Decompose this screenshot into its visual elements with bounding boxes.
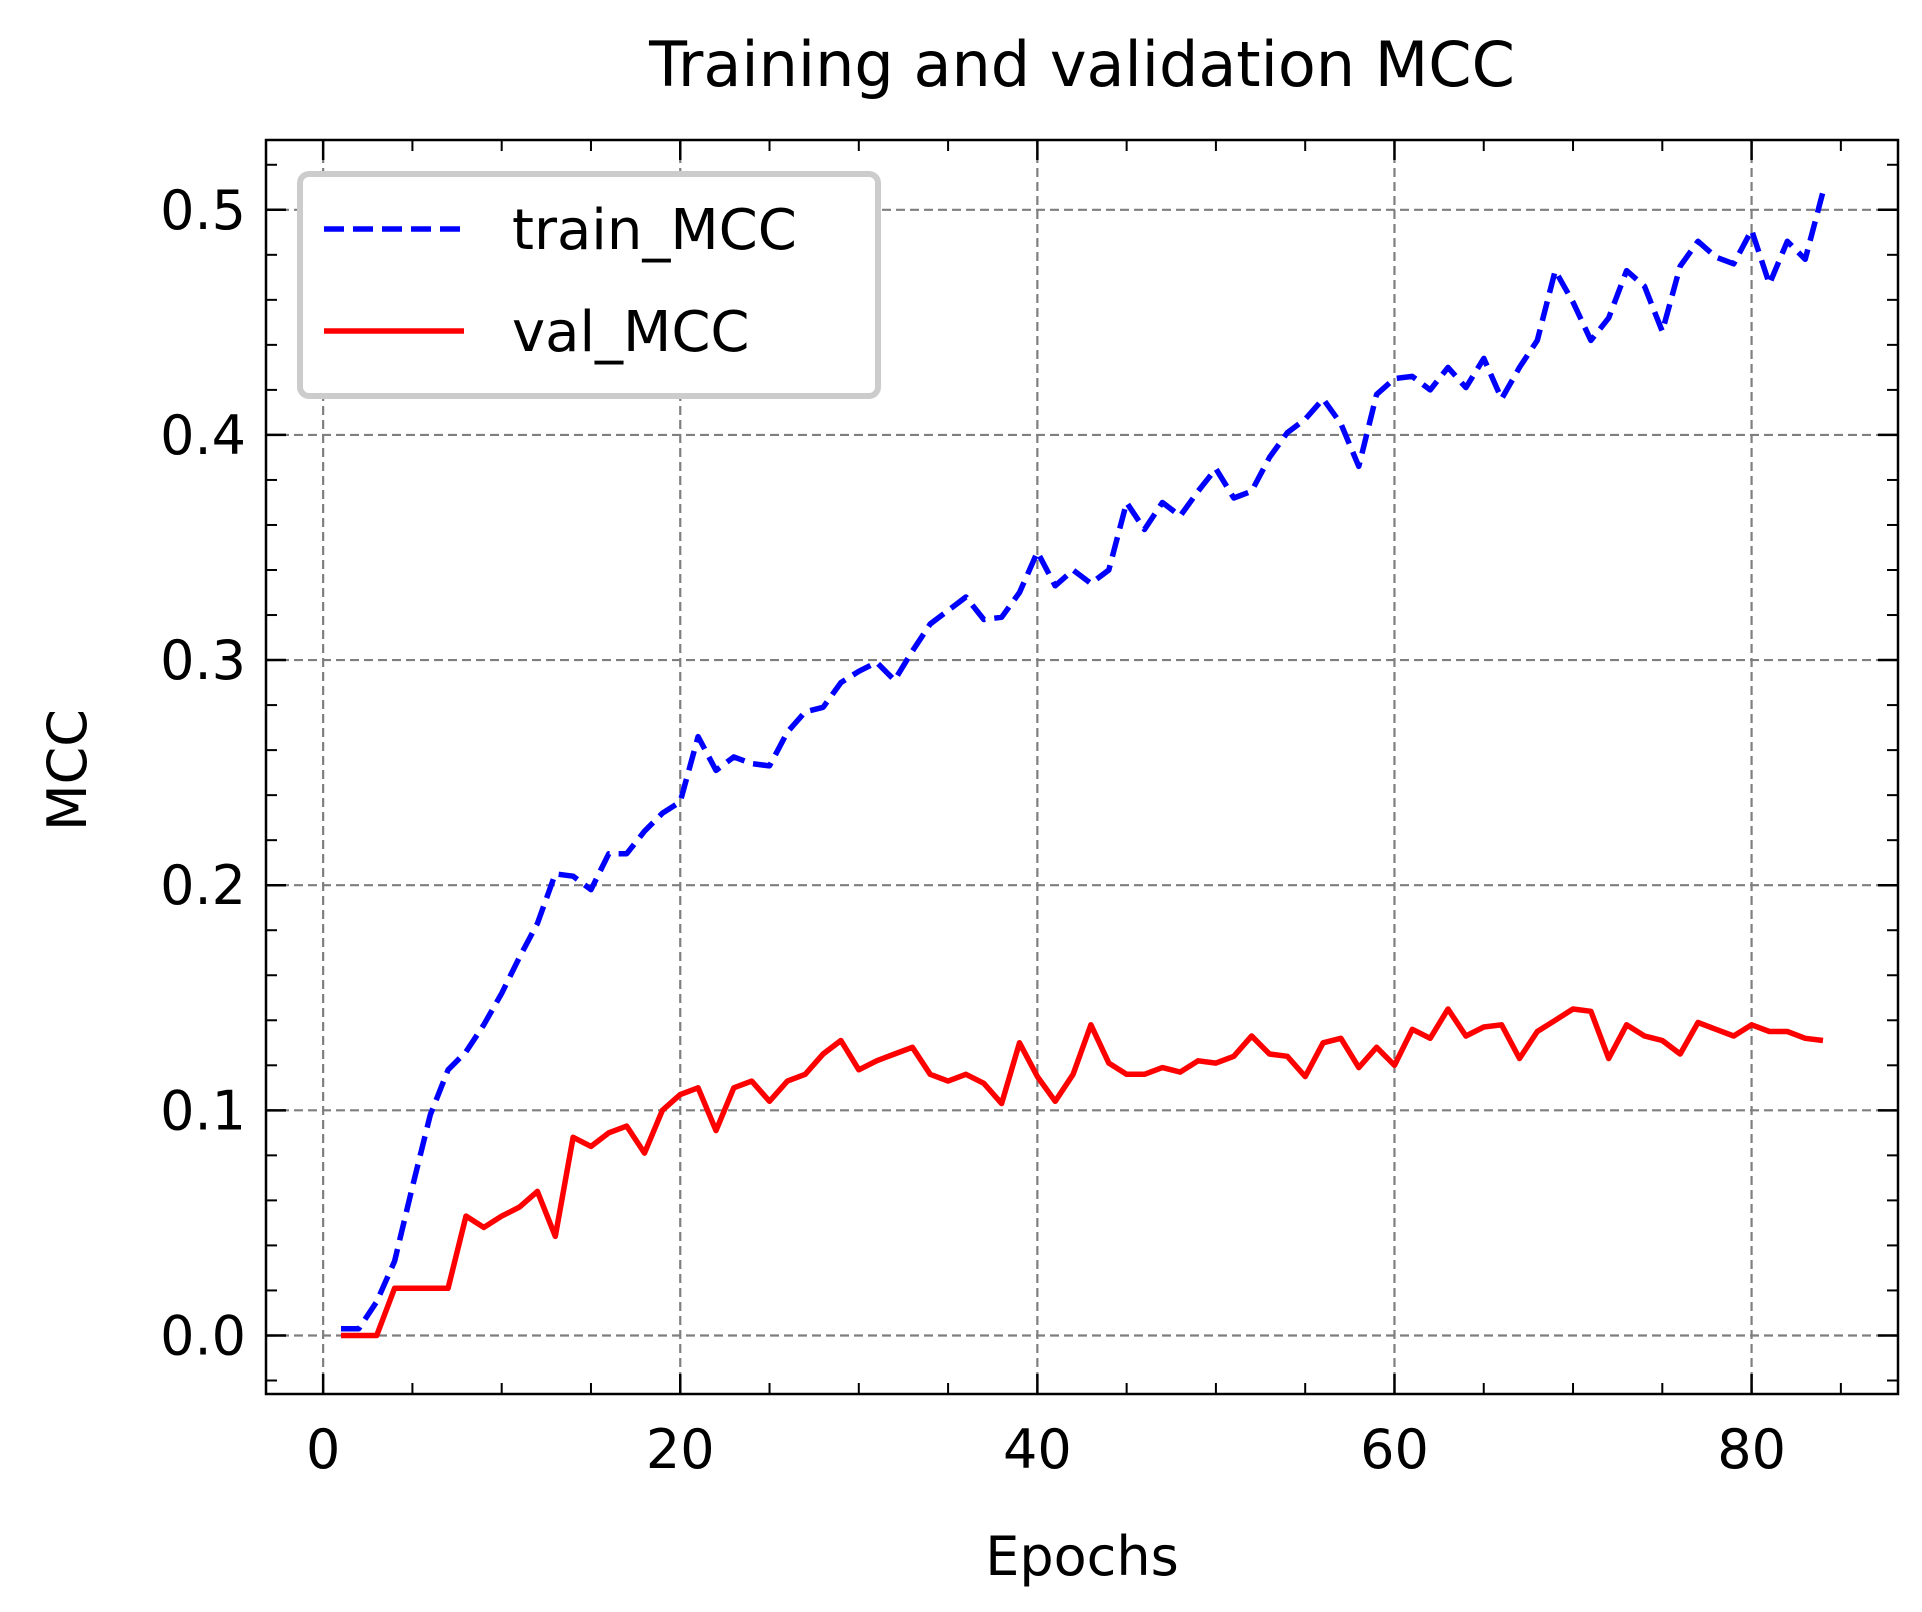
axis-ticks bbox=[266, 140, 1898, 1394]
x-tick-label: 0 bbox=[306, 1418, 340, 1481]
y-tick-label: 0.3 bbox=[160, 629, 246, 692]
chart-title: Training and validation MCC bbox=[648, 28, 1515, 101]
y-tick-label: 0.1 bbox=[160, 1079, 246, 1142]
x-axis-label: Epochs bbox=[985, 1525, 1178, 1588]
tick-labels: 0 20 40 60 80 0.0 0.1 0.2 0.3 0.4 0.5 bbox=[160, 179, 1786, 1481]
legend-label-train-mcc: train_MCC bbox=[512, 198, 797, 263]
legend: train_MCC val_MCC bbox=[297, 171, 881, 399]
legend-label-val-mcc: val_MCC bbox=[512, 300, 750, 365]
y-tick-label: 0.2 bbox=[160, 854, 246, 917]
y-tick-label: 0.5 bbox=[160, 179, 246, 242]
y-axis-label: MCC bbox=[36, 709, 99, 831]
plot-frame bbox=[264, 138, 1900, 1396]
y-tick-label: 0.0 bbox=[160, 1304, 246, 1367]
series-line-val-mcc bbox=[341, 1006, 1824, 1339]
y-tick-label: 0.4 bbox=[160, 404, 246, 467]
x-tick-label: 80 bbox=[1717, 1418, 1786, 1481]
series-lines bbox=[341, 191, 1826, 1339]
grid bbox=[266, 140, 1898, 1394]
series-line-train-mcc bbox=[341, 191, 1826, 1332]
x-tick-label: 60 bbox=[1360, 1418, 1429, 1481]
x-tick-label: 20 bbox=[646, 1418, 715, 1481]
x-tick-label: 40 bbox=[1003, 1418, 1072, 1481]
